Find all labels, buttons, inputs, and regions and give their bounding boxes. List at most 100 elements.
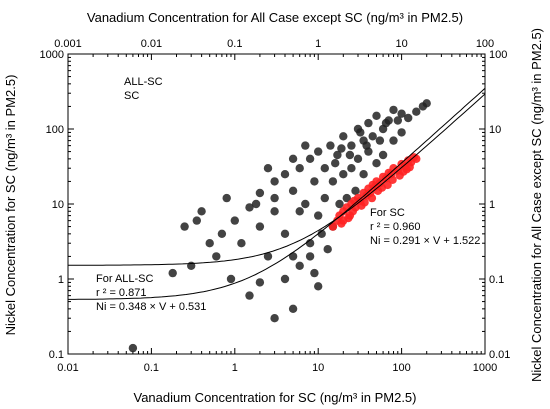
data-point <box>310 177 319 186</box>
data-point <box>347 164 356 173</box>
top-tick-label: 0.001 <box>54 38 82 50</box>
top-tick-label: 1 <box>315 38 321 50</box>
data-point <box>337 144 346 153</box>
right-tick-label: 10 <box>489 124 501 136</box>
data-point <box>295 261 304 270</box>
data-point <box>323 245 332 254</box>
bottom-tick-label: 0.1 <box>144 362 159 374</box>
bottom-x-axis-title: Vanadium Concentration for SC (ng/m³ in … <box>134 390 417 405</box>
data-point <box>255 278 265 287</box>
data-point <box>388 175 397 184</box>
data-point <box>197 207 206 216</box>
data-point <box>280 229 290 238</box>
annotation-sc-eq: Ni = 0.291 × V + 1.522 <box>370 235 480 247</box>
legend-item-all-sc: ALL-SC <box>124 76 163 88</box>
data-point <box>328 222 338 231</box>
data-point <box>422 99 431 108</box>
left-tick-label: 0.1 <box>49 349 64 361</box>
data-point <box>372 159 381 168</box>
bottom-tick-label: 10 <box>312 362 324 374</box>
data-point <box>389 105 398 115</box>
data-point <box>270 314 279 323</box>
data-point <box>367 193 377 203</box>
data-point <box>359 170 368 179</box>
annotation-sc: For SC r ² = 0.960 Ni = 0.291 × V + 1.52… <box>370 207 480 247</box>
data-point <box>288 252 298 261</box>
annotation-all-sc-r2: r ² = 0.871 <box>96 287 146 299</box>
annotation-all-sc-title: For ALL-SC <box>96 273 154 285</box>
left-tick-label: 10 <box>52 199 64 211</box>
data-point <box>245 203 254 212</box>
data-point <box>378 150 388 160</box>
data-point <box>337 219 346 228</box>
right-tick-label: 0.01 <box>489 349 510 361</box>
left-tick-label: 1 <box>58 274 64 286</box>
data-point <box>270 193 279 203</box>
data-point <box>381 118 391 128</box>
series-all-sc <box>128 99 431 353</box>
data-point <box>362 141 371 150</box>
data-point <box>397 128 406 137</box>
data-point <box>339 170 348 179</box>
data-point <box>314 147 323 156</box>
data-point <box>317 229 326 238</box>
left-tick-label: 1000 <box>40 49 64 61</box>
data-point <box>192 216 201 225</box>
data-point <box>404 113 413 123</box>
data-point <box>212 252 221 261</box>
data-point <box>295 207 304 216</box>
data-point <box>305 252 315 261</box>
data-point <box>368 132 377 141</box>
regression-line <box>68 93 485 266</box>
data-point <box>226 274 236 284</box>
data-point <box>295 164 304 173</box>
data-point <box>356 128 365 137</box>
data-point <box>255 222 265 231</box>
data-point <box>263 164 273 173</box>
data-point <box>263 252 273 261</box>
data-point <box>372 111 381 121</box>
annotation-sc-r2: r ² = 0.960 <box>370 221 420 233</box>
data-point <box>280 274 290 284</box>
right-tick-label: 0.1 <box>489 274 504 286</box>
bottom-tick-label: 0.01 <box>57 362 78 374</box>
data-point <box>375 136 385 145</box>
data-point <box>255 188 265 198</box>
data-point <box>360 198 369 207</box>
left-y-axis-title: Nickel Concentration for SC (ng/m³ in PM… <box>3 75 18 336</box>
data-point <box>412 107 421 116</box>
data-point <box>310 268 319 278</box>
regression-line <box>68 87 485 300</box>
bottom-tick-label: 1 <box>232 362 238 374</box>
data-point <box>326 141 335 150</box>
data-point <box>347 141 356 150</box>
right-y-axis-title: Nickel Concentration for All Case except… <box>529 28 544 382</box>
data-point <box>344 213 353 223</box>
data-point <box>251 199 261 209</box>
data-point <box>335 199 344 209</box>
data-point <box>301 199 310 209</box>
data-point <box>351 186 360 195</box>
data-point <box>270 177 279 186</box>
data-point <box>280 170 290 179</box>
data-point <box>331 159 340 168</box>
data-point <box>128 343 138 353</box>
data-point <box>389 136 398 145</box>
data-point <box>342 193 351 203</box>
annotation-all-sc: For ALL-SC r ² = 0.871 Ni = 0.348 × V + … <box>96 273 206 313</box>
data-point <box>230 216 239 225</box>
data-point <box>405 162 414 172</box>
top-tick-label: 0.01 <box>141 38 162 50</box>
data-point <box>333 150 342 160</box>
data-point <box>364 118 373 128</box>
annotation-sc-title: For SC <box>370 207 405 219</box>
top-x-axis-title: Vanadium Concentration for All Case exce… <box>87 10 463 25</box>
data-point <box>237 239 246 248</box>
data-point <box>328 177 338 186</box>
legend-item-sc: SC <box>124 90 139 102</box>
data-point <box>320 164 329 173</box>
data-point <box>393 116 402 125</box>
data-point <box>314 211 323 220</box>
